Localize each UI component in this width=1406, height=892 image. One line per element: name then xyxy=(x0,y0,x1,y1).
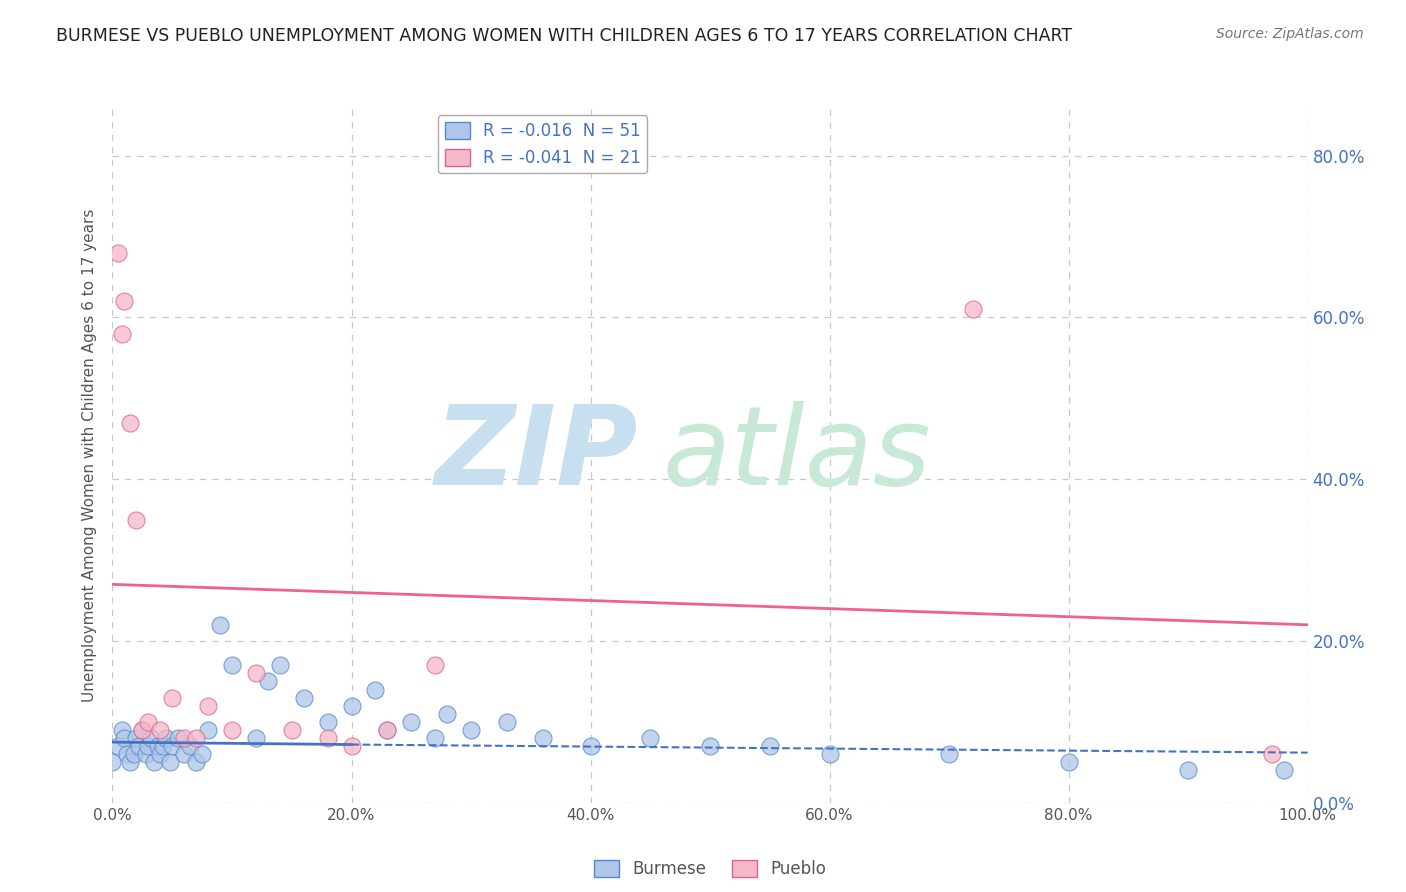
Point xyxy=(111,723,134,737)
Text: atlas: atlas xyxy=(662,401,931,508)
Point xyxy=(149,723,172,737)
Point xyxy=(1272,764,1295,778)
Point xyxy=(186,731,208,745)
Point xyxy=(167,731,190,745)
Point xyxy=(179,739,201,754)
Point xyxy=(139,731,162,745)
Point xyxy=(281,723,304,737)
Point xyxy=(1177,764,1199,778)
Point xyxy=(1057,756,1080,770)
Point xyxy=(425,658,447,673)
Point xyxy=(699,739,721,754)
Point xyxy=(245,731,267,745)
Point xyxy=(173,747,195,762)
Point xyxy=(114,731,135,745)
Point xyxy=(340,698,363,713)
Point xyxy=(143,756,166,770)
Point xyxy=(138,739,160,754)
Point xyxy=(152,739,174,754)
Legend: Burmese, Pueblo: Burmese, Pueblo xyxy=(588,854,832,885)
Point xyxy=(316,731,339,745)
Point xyxy=(245,666,267,681)
Point xyxy=(135,747,157,762)
Point xyxy=(269,658,291,673)
Text: ZIP: ZIP xyxy=(434,401,638,508)
Point xyxy=(155,731,177,745)
Point xyxy=(425,731,447,745)
Point xyxy=(292,690,315,705)
Point xyxy=(364,682,387,697)
Point xyxy=(146,739,169,754)
Text: Source: ZipAtlas.com: Source: ZipAtlas.com xyxy=(1216,27,1364,41)
Point xyxy=(107,245,129,260)
Point xyxy=(531,731,554,745)
Point xyxy=(316,714,339,729)
Point xyxy=(173,731,195,745)
Text: BURMESE VS PUEBLO UNEMPLOYMENT AMONG WOMEN WITH CHILDREN AGES 6 TO 17 YEARS CORR: BURMESE VS PUEBLO UNEMPLOYMENT AMONG WOM… xyxy=(56,27,1073,45)
Point xyxy=(125,731,148,745)
Point xyxy=(197,723,219,737)
Point xyxy=(197,698,219,713)
Point xyxy=(114,294,135,309)
Point xyxy=(579,739,602,754)
Y-axis label: Unemployment Among Women with Children Ages 6 to 17 years: Unemployment Among Women with Children A… xyxy=(82,208,97,702)
Point xyxy=(128,739,150,754)
Point xyxy=(101,756,124,770)
Point xyxy=(340,739,363,754)
Point xyxy=(162,739,183,754)
Point xyxy=(377,723,399,737)
Point xyxy=(131,723,153,737)
Point xyxy=(125,513,148,527)
Point xyxy=(159,756,181,770)
Point xyxy=(818,747,841,762)
Point xyxy=(107,739,129,754)
Point xyxy=(221,658,243,673)
Point xyxy=(401,714,423,729)
Point xyxy=(460,723,482,737)
Point xyxy=(638,731,662,745)
Point xyxy=(115,747,138,762)
Point xyxy=(938,747,960,762)
Point xyxy=(111,326,134,341)
Point xyxy=(120,756,142,770)
Point xyxy=(120,416,142,430)
Point xyxy=(186,756,208,770)
Point xyxy=(496,714,519,729)
Point xyxy=(138,714,160,729)
Point xyxy=(962,302,984,317)
Point xyxy=(122,747,145,762)
Point xyxy=(377,723,399,737)
Point xyxy=(759,739,782,754)
Point xyxy=(131,723,153,737)
Point xyxy=(221,723,243,737)
Point xyxy=(191,747,214,762)
Point xyxy=(208,617,231,632)
Point xyxy=(162,690,183,705)
Point xyxy=(149,747,172,762)
Point xyxy=(436,706,458,721)
Point xyxy=(1260,747,1282,762)
Point xyxy=(257,674,280,689)
